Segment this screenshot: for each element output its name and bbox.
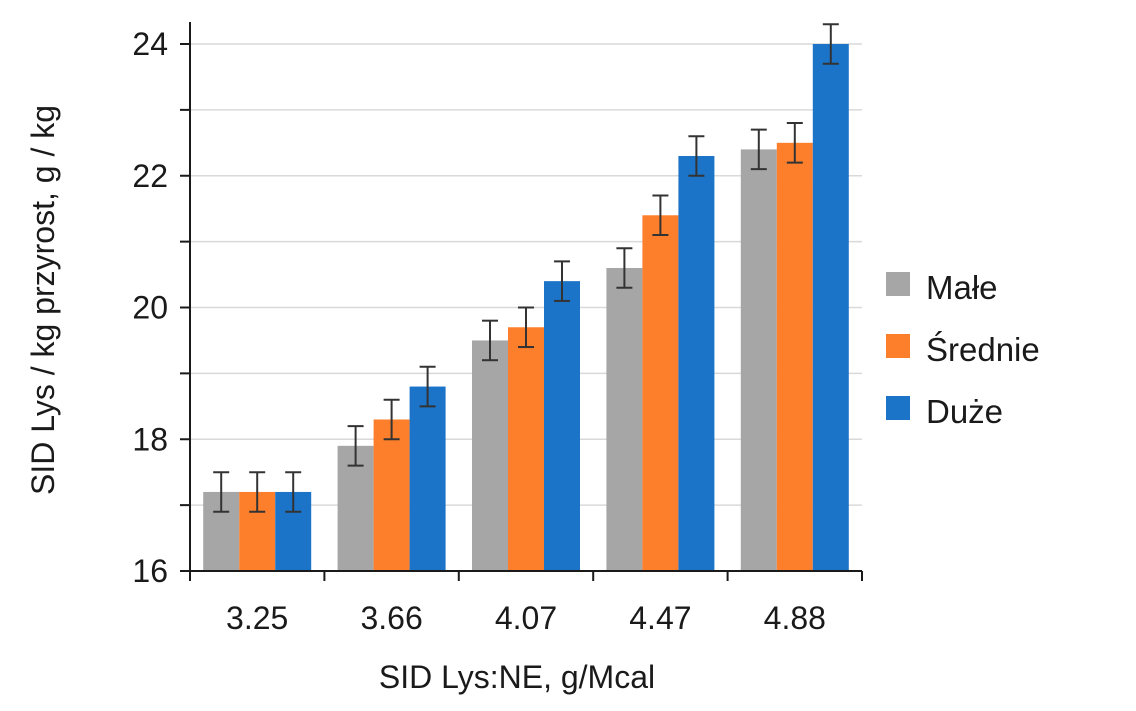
error-bars-group — [213, 23, 839, 513]
legend-swatch — [886, 272, 910, 296]
bar — [776, 142, 813, 571]
x-axis-title: SID Lys:NE, g/Mcal — [379, 659, 655, 695]
bar — [740, 149, 777, 571]
bar — [678, 155, 715, 572]
legend: Małe Średnie Duże — [886, 269, 1040, 430]
bar — [606, 267, 643, 571]
x-tick-label: 3.25 — [226, 600, 288, 636]
x-tick-label: 3.66 — [360, 600, 422, 636]
x-tick-label: 4.47 — [629, 600, 691, 636]
legend-label: Średnie — [926, 330, 1040, 368]
legend-swatch — [886, 396, 910, 420]
bar — [409, 386, 446, 571]
legend-label: Małe — [926, 269, 998, 306]
y-axis-title: SID Lys / kg przyrost, g / kg — [25, 105, 61, 495]
bar — [373, 419, 410, 571]
bar — [337, 445, 374, 571]
x-tick-label: 4.07 — [495, 600, 557, 636]
bar — [642, 215, 679, 571]
y-tick-label: 24 — [132, 26, 168, 62]
y-ticks-group: 16 18 20 22 24 — [132, 26, 190, 589]
x-tick-label: 4.88 — [764, 600, 826, 636]
bar — [508, 327, 544, 571]
legend-label: Duże — [926, 393, 1003, 430]
legend-swatch — [886, 334, 910, 358]
bar — [472, 340, 508, 571]
x-ticks-group: 3.25 3.66 4.07 4.47 4.88 — [189, 571, 863, 636]
y-tick-label: 22 — [132, 158, 168, 194]
axes-group — [189, 22, 862, 572]
bar — [812, 44, 849, 571]
y-tick-label: 16 — [132, 553, 168, 589]
y-tick-label: 18 — [132, 421, 168, 457]
bars-group — [203, 44, 849, 572]
bar — [544, 281, 580, 571]
y-tick-label: 20 — [132, 290, 168, 326]
